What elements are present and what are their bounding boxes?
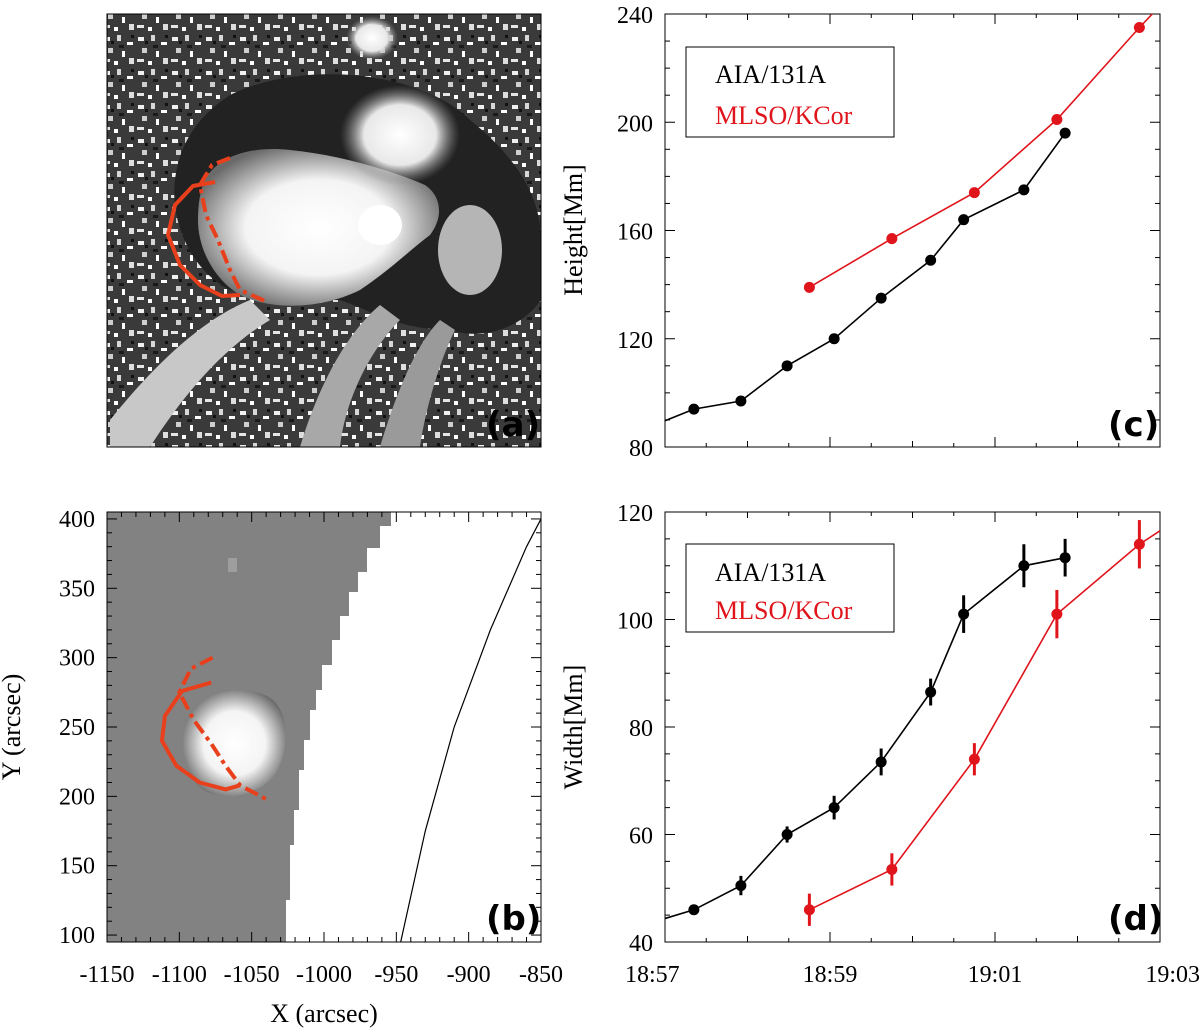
bright-source (183, 690, 286, 797)
panel-c-aia-point (1059, 127, 1071, 139)
panel-b-y-tick-label: 300 (59, 646, 95, 672)
panel-c-aia-point (1018, 184, 1030, 196)
white-patch (358, 205, 402, 245)
panel-d-label: (d) (1108, 899, 1163, 939)
panel-c-plot (665, 14, 1154, 422)
panel-d-kcor-point (1051, 608, 1063, 620)
panel-c-kcor-point (803, 281, 815, 293)
panel-c-kcor-point (968, 187, 980, 199)
pixel-artifact (228, 558, 237, 572)
panel-c-kcor-point (1133, 22, 1145, 34)
streamer-right (380, 320, 455, 447)
panel-d-aia-point (688, 904, 700, 916)
panel-d-axes: 40 60 80 100 120 18:57 18:59 19:01 19:03 (617, 501, 1200, 988)
panel-b-x-axis-title: X (arcsec) (270, 999, 378, 1028)
panel-d-legend-box (685, 543, 895, 633)
panel-c-y-axis-title: Height[Mm] (559, 164, 588, 295)
panel-d-legend-aia: AIA/131A (715, 558, 826, 587)
panel-b-y-tick-label: 350 (59, 576, 95, 602)
panel-d-x-tick-label: 18:59 (803, 962, 858, 988)
panel-d-y-tick-label: 60 (629, 824, 653, 850)
panel-d-y-tick-label: 100 (617, 609, 653, 635)
panel-a (107, 14, 541, 447)
panel-b-y-tick-label: 400 (59, 507, 95, 533)
loop-top-bright-region (346, 16, 398, 60)
panel-c-aia-point (781, 360, 793, 372)
panel-b-y-tick-label: 200 (59, 784, 95, 810)
panel-c-legend-aia: AIA/131A (715, 60, 826, 89)
panel-c-aia-line (665, 132, 1066, 422)
overlay-dashdot-front (177, 655, 268, 801)
panel-b-x-tick-label: -850 (519, 962, 563, 988)
panel-d-aia-point (735, 880, 747, 892)
panel-d-kcor-point (1133, 538, 1145, 550)
panel-c-aia-point (828, 333, 840, 345)
panel-c-aia-point (735, 395, 747, 407)
streamer-mid (300, 305, 400, 447)
panel-c-legend-kcor: MLSO/KCor (715, 101, 853, 130)
panel-c-aia-point (925, 254, 937, 266)
panel-b-x-tick-label: -1150 (79, 962, 134, 988)
panel-d-y-tick-label: 120 (617, 501, 653, 527)
panel-c-y-tick-label: 80 (629, 436, 653, 462)
loop-bright-region (340, 85, 460, 185)
panel-c-y-tick-label: 120 (617, 328, 653, 354)
panel-d-legend-kcor: MLSO/KCor (715, 596, 853, 625)
panel-c-aia-point (958, 214, 970, 226)
panel-d-kcor-point (886, 863, 898, 875)
panel-b-y-tick-label: 250 (59, 715, 95, 741)
panel-c-y-tick-label: 240 (617, 3, 653, 29)
panel-c-legend: AIA/131A MLSO/KCor (685, 46, 895, 138)
solar-limb-curve (400, 518, 541, 942)
panel-d-x-tick-label: 19:03 (1145, 962, 1200, 988)
panel-b-x-tick-label: -1100 (152, 962, 207, 988)
panel-c-aia-point (875, 292, 887, 304)
panel-b-y-axis-title: Y (arcsec) (0, 674, 26, 781)
panel-b-y-tick-label: 100 (59, 923, 95, 949)
panel-d-x-tick-label: 18:57 (625, 962, 680, 988)
panel-d-legend: AIA/131A MLSO/KCor (685, 543, 895, 633)
active-region-loops (438, 205, 502, 295)
panel-d-y-axis-title: Width[Mm] (559, 665, 588, 790)
overlay-dashdot-front (197, 156, 266, 303)
panel-d-aia-point (1018, 560, 1030, 572)
panel-d-aia-line (665, 556, 1066, 920)
panel-d-aia-point (925, 686, 937, 698)
panel-b (107, 512, 541, 942)
panel-a-frame (106, 13, 542, 448)
panel-c-kcor-point (886, 233, 898, 245)
panel-b-x-tick-label: -1000 (296, 962, 352, 988)
panel-d-aia-point (958, 608, 970, 620)
panel-c-label: (c) (1108, 405, 1159, 445)
panel-b-y-tick-label: 150 (59, 854, 95, 880)
panel-c-axes: 80 120 160 200 240 (617, 3, 1161, 462)
panel-d-y-tick-label: 80 (629, 716, 653, 742)
panel-b-x-tick-label: -1050 (224, 962, 280, 988)
overlay-solid-front (166, 180, 241, 298)
panel-d-aia-point (781, 829, 793, 840)
streamer-left (110, 300, 270, 447)
panel-d-kcor-point (803, 904, 815, 916)
panel-d-y-tick-label: 40 (629, 931, 653, 957)
panel-c-y-tick-label: 200 (617, 111, 653, 137)
panel-d-aia-point (875, 756, 887, 768)
overlay-solid-front (160, 680, 241, 792)
panel-b-label: (b) (486, 899, 541, 939)
panel-c-kcor-point (1051, 114, 1063, 126)
panel-c-legend-box (685, 46, 895, 138)
panel-b-x-tick-label: -900 (447, 962, 491, 988)
panel-a-label: (a) (486, 405, 540, 445)
panel-b-x-tick-label: -950 (374, 962, 418, 988)
panel-c-y-tick-label: 160 (617, 220, 653, 246)
flux-rope-bright-core (198, 149, 440, 306)
panel-d-plot (665, 520, 1160, 926)
panel-d-aia-point (1059, 552, 1071, 564)
panel-d-x-tick-label: 19:01 (968, 962, 1023, 988)
panel-c-aia-point (688, 403, 700, 415)
panel-b-axes: -1150 -1100 -1050 -1000 -950 -900 -850 100 150 20… (59, 507, 563, 988)
panel-d-aia-point (828, 802, 840, 814)
panel-d-kcor-point (968, 753, 980, 765)
